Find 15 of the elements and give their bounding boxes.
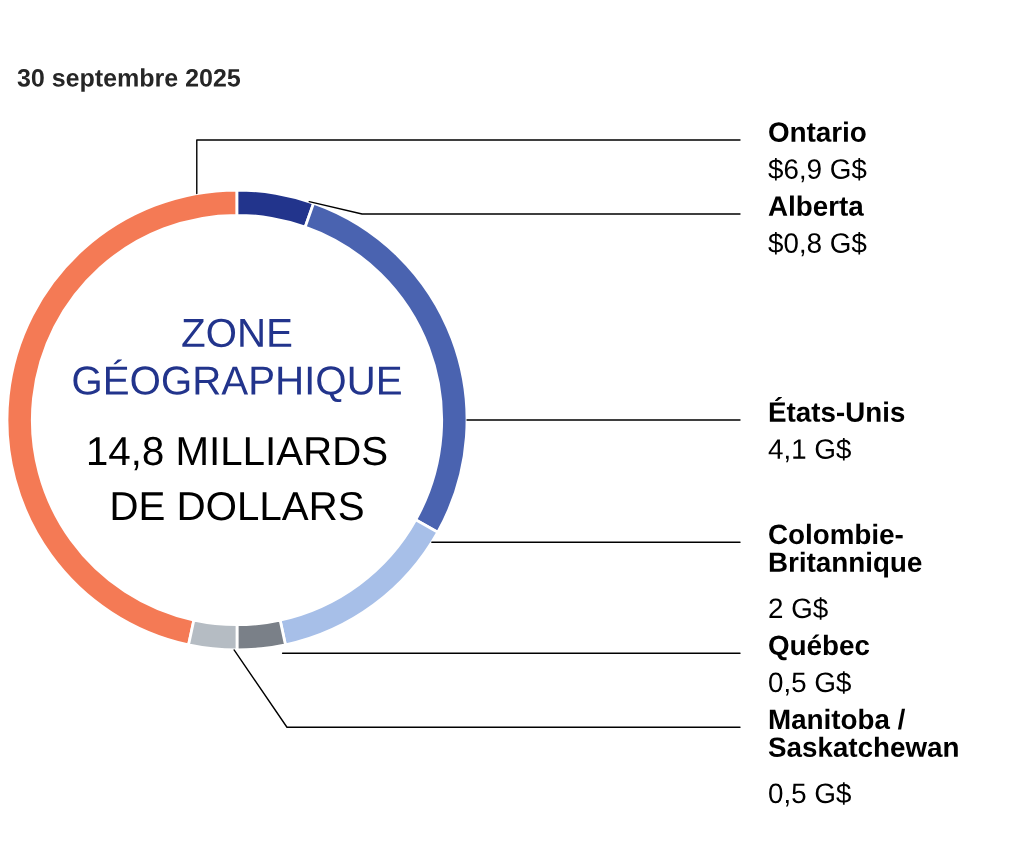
slice-label: Ontario: [769, 121, 866, 142]
data-label: $6,9 G$: [768, 158, 867, 183]
slice-label: Québec: [769, 634, 870, 661]
slice-label: États-Unis: [769, 397, 905, 422]
slice-label: Manitoba / Saskatchewan: [768, 708, 958, 758]
data-label: 2 G$: [769, 597, 828, 620]
slice-label: Alberta: [768, 195, 864, 216]
text: 14,8 MILLIARDS DE DOLLARS: [88, 436, 387, 521]
data-label: $0,8 G$: [768, 232, 867, 257]
data-label: 0,5 G$: [769, 671, 851, 696]
slice-label: Colombie- Britannique: [769, 523, 922, 578]
data-label: 4,1 G$: [768, 438, 851, 463]
text: ZONE GÉOGRAPHIQUE: [73, 318, 401, 403]
chart-title: 30 septembre 2025: [17, 68, 241, 92]
data-label: 0,5 G$: [769, 782, 851, 807]
